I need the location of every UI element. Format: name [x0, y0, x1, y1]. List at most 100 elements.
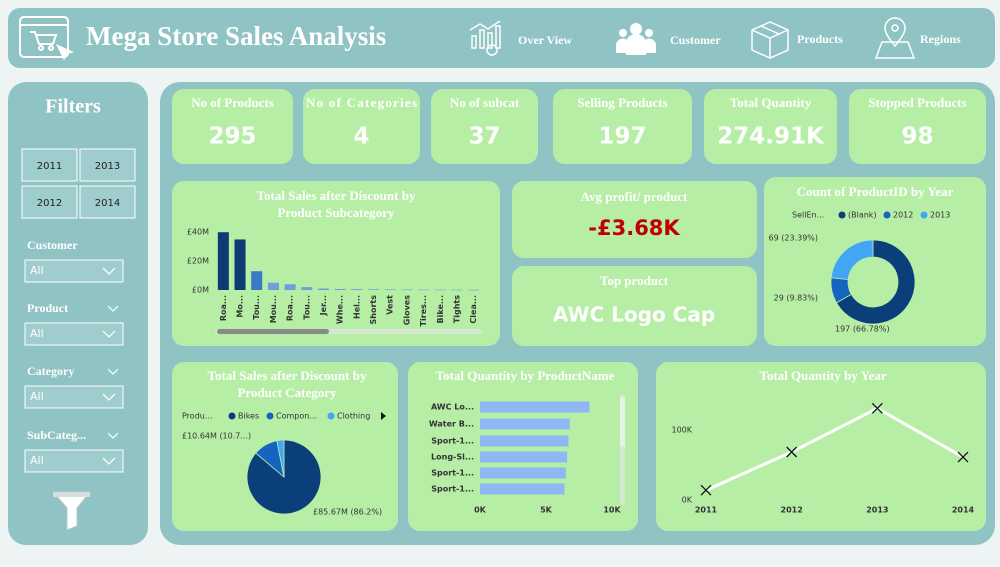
y-tick-label: £40M [187, 228, 209, 237]
legend-swatch [883, 211, 891, 219]
card [431, 89, 538, 164]
dropdown-arrow [102, 267, 116, 275]
x-tick-label: Roa... [219, 295, 228, 321]
dropdown-box[interactable] [24, 322, 124, 346]
customer-icon[interactable] [616, 23, 656, 55]
dropdown-arrow [102, 457, 116, 465]
dropdown-box[interactable] [24, 385, 124, 409]
data-label: £85.67M (86.2%) [313, 508, 382, 517]
card [849, 89, 986, 164]
card [553, 89, 692, 164]
kpi-label: Stopped Products [868, 95, 966, 110]
legend-title: Produ... [182, 412, 212, 421]
line-series [705, 406, 964, 492]
year-button-label[interactable]: 2011 [37, 161, 62, 172]
dropdown-arrow [102, 330, 116, 338]
x-tick-label: Roa... [286, 295, 295, 321]
x-tick-label: 10K [603, 506, 621, 515]
legend-label: Bikes [238, 412, 259, 421]
dropdown-chevron [107, 368, 119, 375]
regions-icon[interactable] [874, 17, 916, 59]
dropdown-box[interactable] [24, 259, 124, 283]
year-button-label[interactable]: 2012 [37, 198, 62, 209]
filters-title: Filters [45, 96, 101, 118]
header-bar [8, 8, 995, 68]
year-button[interactable] [21, 148, 78, 182]
dropdown-chevron [107, 305, 119, 312]
kpi-label: No of subcat [450, 95, 520, 110]
dropdown-label: Category [27, 364, 74, 378]
x-tick-label: Jer... [319, 295, 328, 316]
dropdown-box[interactable] [24, 449, 124, 473]
x-tick-label: Shorts [369, 295, 378, 325]
legend-swatch [266, 412, 274, 420]
x-tick-label: Tou... [252, 295, 261, 320]
x-tick-label: Hel... [352, 295, 361, 319]
donut-segment [830, 239, 874, 280]
card [172, 181, 500, 346]
year-button[interactable] [79, 148, 136, 182]
nav-customer[interactable]: Customer [670, 33, 721, 47]
kpi-value: 274.91K [717, 124, 825, 150]
x-tick-label: Clea... [469, 295, 478, 324]
x-tick-label: Whe... [336, 295, 345, 324]
dashboard-title: Mega Store Sales Analysis [86, 21, 386, 51]
y-tick-label: £0M [192, 286, 209, 295]
legend-label: Compon... [276, 412, 317, 421]
nav-products[interactable]: Products [797, 32, 843, 46]
data-label: 197 (66.78%) [835, 325, 890, 334]
x-tick-label: Vest [386, 295, 395, 315]
bar [351, 289, 363, 290]
dropdown-value[interactable]: All [30, 264, 44, 277]
dropdown-chevron [107, 432, 119, 439]
y-tick-label: Sport-1... [431, 469, 474, 478]
filter-funnel-icon[interactable] [51, 491, 92, 531]
year-button-label[interactable]: 2014 [95, 198, 120, 209]
kpi-value: 4 [353, 124, 369, 150]
dropdown-value[interactable]: All [30, 327, 44, 340]
legend-label: 2013 [930, 211, 950, 220]
year-button-label[interactable]: 2013 [95, 161, 120, 172]
legend-label: (Blank) [848, 211, 877, 220]
overview-icon[interactable] [469, 20, 501, 56]
legend-swatch [327, 412, 335, 420]
nav-overview[interactable]: Over View [518, 33, 572, 47]
x-tick-label: Mo... [236, 295, 245, 318]
bar [384, 289, 396, 291]
legend-scroll-arrow[interactable] [381, 412, 386, 420]
data-label: £10.64M (10.7...) [182, 432, 251, 441]
x-tick-label: 5K [540, 506, 553, 515]
x-tick-label: 0K [474, 506, 487, 515]
year-button[interactable] [21, 185, 78, 219]
cart-icon [19, 16, 75, 61]
x-tick-label: Tou... [302, 295, 311, 320]
scrollbar-thumb[interactable] [620, 397, 625, 447]
kpi-label: Total Quantity [730, 95, 812, 110]
dropdown-label: SubCateg... [27, 428, 86, 442]
kpi-value: 37 [468, 124, 500, 150]
chart-title: Total Sales after Discount by Product Cat… [208, 368, 367, 400]
y-tick-label: Sport-1... [431, 437, 474, 446]
card [764, 177, 986, 346]
data-label: 69 (23.39%) [769, 234, 818, 243]
x-tick-label: 2011 [695, 506, 718, 515]
y-tick-label: £20M [187, 257, 209, 266]
year-button[interactable] [79, 185, 136, 219]
x-tick-label: Tires... [419, 295, 428, 326]
dropdown-value[interactable]: All [30, 454, 44, 467]
bar [401, 289, 413, 291]
x-tick-label: Gloves [402, 295, 411, 325]
bar [284, 284, 296, 290]
card-label: Top product [600, 273, 669, 288]
x-tick-label: Tights [452, 295, 461, 323]
card [512, 181, 757, 258]
y-tick-label: AWC Lo... [431, 403, 474, 412]
card-value: AWC Logo Cap [553, 303, 715, 327]
card [303, 89, 420, 164]
dropdown-value[interactable]: All [30, 390, 44, 403]
nav-regions[interactable]: Regions [920, 32, 961, 46]
scrollbar-thumb[interactable] [217, 329, 329, 334]
line-marker [786, 446, 798, 458]
bar [468, 289, 480, 291]
products-icon[interactable] [751, 21, 789, 59]
